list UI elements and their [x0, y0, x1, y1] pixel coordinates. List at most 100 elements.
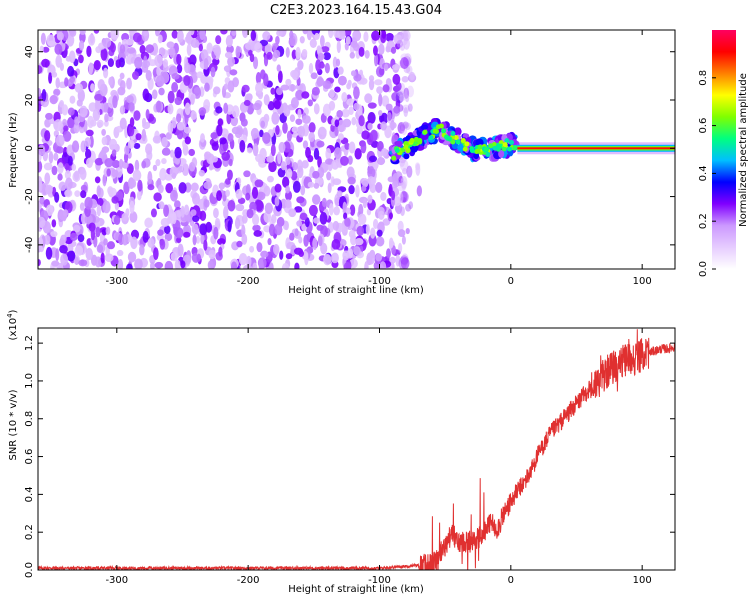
- spectrogram-cell: [301, 48, 308, 57]
- spectrogram-cell: [335, 58, 341, 67]
- spectrogram-cell: [238, 253, 248, 266]
- spectrogram-cell: [170, 252, 178, 262]
- spectrogram-cell: [134, 56, 143, 69]
- spectrogram-cell: [104, 158, 114, 168]
- spectrogram-cell: [373, 161, 378, 170]
- spectrogram-cell: [263, 113, 270, 123]
- spectrogram-cell: [258, 259, 264, 269]
- spectrogram-cell: [266, 155, 274, 163]
- spectrogram-cell: [332, 178, 342, 186]
- spectrogram-cell: [395, 140, 403, 148]
- spectrogram-cell: [289, 232, 295, 241]
- spectrogram-cell: [389, 256, 396, 264]
- spectrogram-cell: [142, 60, 151, 68]
- spectrogram-cell: [302, 140, 309, 149]
- x-tick-label: 100: [633, 575, 652, 586]
- spectrogram-cell: [171, 30, 178, 39]
- spectrogram-cell: [192, 234, 197, 246]
- spectrogram-cell: [273, 49, 281, 59]
- spectrogram-cell: [268, 161, 277, 173]
- spectrogram-cell: [398, 242, 403, 254]
- spectrogram-cell: [227, 199, 236, 212]
- spectrogram-cell: [302, 114, 311, 124]
- spectrogram-cell: [92, 108, 101, 122]
- spectrogram-cell: [334, 119, 340, 127]
- y-tick-label: -20: [24, 188, 35, 204]
- spectrogram-cell: [122, 233, 129, 246]
- spectrogram-cell: [199, 210, 207, 222]
- spectrogram-cell: [384, 63, 389, 71]
- spectrogram-cell: [331, 159, 339, 170]
- spectrogram-cell: [380, 191, 387, 201]
- spectrogram-cell: [67, 107, 75, 116]
- spectrogram-cell: [398, 192, 404, 204]
- spectrogram-cell: [153, 247, 159, 260]
- spectrogram-cell: [51, 219, 57, 228]
- spectrogram-cell: [387, 112, 392, 122]
- spectrogram-cell: [78, 40, 85, 51]
- spectrogram-cell: [341, 108, 350, 118]
- spectrogram-cell: [323, 52, 331, 61]
- spectrogram-cell: [360, 141, 367, 154]
- spectrogram-cell: [158, 201, 165, 210]
- spectrogram-cell: [243, 99, 251, 107]
- spectrogram-cell: [174, 146, 182, 159]
- spectrogram-cell: [102, 200, 111, 214]
- spectrogram-cell: [38, 103, 42, 112]
- spectrogram-cell: [126, 95, 134, 104]
- spectrogram-cell: [129, 117, 135, 128]
- x-tick-label: -300: [105, 575, 128, 586]
- spectrogram-cell: [41, 58, 50, 68]
- spectrogram-cell: [253, 230, 263, 237]
- spectrogram-cell: [414, 162, 421, 171]
- spectrogram-cell: [275, 87, 283, 96]
- spectrogram-cell: [129, 200, 135, 214]
- spectrogram-cell: [53, 119, 63, 132]
- spectrogram-cell: [79, 105, 88, 118]
- spectrogram-cell: [94, 176, 101, 184]
- spectrogram-cell: [346, 166, 355, 179]
- spectrogram-cell: [313, 182, 320, 189]
- spectrogram-cell: [260, 250, 269, 258]
- spectrogram-cell: [48, 151, 54, 164]
- spectrogram-cell: [155, 30, 160, 37]
- spectrogram-cell: [196, 253, 202, 262]
- spectrogram-cell: [317, 235, 323, 247]
- spectrogram-cell: [246, 255, 252, 268]
- spectrogram-cell: [215, 35, 222, 45]
- spectrogram-cell: [387, 176, 396, 183]
- spectrogram-cell: [64, 170, 72, 180]
- spectrogram-cell: [364, 261, 369, 269]
- spectrogram-cell: [127, 251, 137, 263]
- spectrogram-cell: [166, 41, 175, 49]
- spectrogram-cell: [101, 128, 106, 136]
- spectrogram-cell: [55, 54, 63, 68]
- spectrogram-cell: [246, 147, 253, 154]
- spectrogram-cell: [296, 196, 305, 204]
- spectrogram-cell: [342, 250, 350, 261]
- spectrogram-cell: [394, 148, 400, 154]
- spectrogram-cell: [102, 37, 112, 48]
- spectrogram-cell: [319, 211, 328, 225]
- spectrogram-cell: [354, 148, 362, 160]
- spectrogram-cell: [66, 33, 75, 47]
- spectrogram-cell: [226, 44, 234, 54]
- spectrogram-cell: [262, 31, 271, 41]
- spectrogram-cell: [139, 44, 146, 54]
- spectrogram-cell: [332, 56, 338, 69]
- spectrogram-cell: [128, 125, 135, 137]
- spectrogram-cell: [184, 136, 191, 145]
- spectrogram-cell: [116, 249, 124, 257]
- spectrogram-cell: [176, 237, 182, 244]
- spectrogram-cell: [512, 145, 518, 151]
- spectrogram-cell: [376, 86, 383, 94]
- spectrogram-cell: [126, 163, 134, 175]
- spectrogram-cell: [227, 80, 235, 93]
- spectrogram-cell: [297, 165, 304, 179]
- snr-series-line: [38, 329, 675, 570]
- spectrogram-cell: [216, 124, 223, 137]
- colorbar-tick-label: 0.0: [698, 261, 709, 277]
- spectrogram-cell: [304, 253, 309, 266]
- spectrogram-cell: [224, 65, 230, 72]
